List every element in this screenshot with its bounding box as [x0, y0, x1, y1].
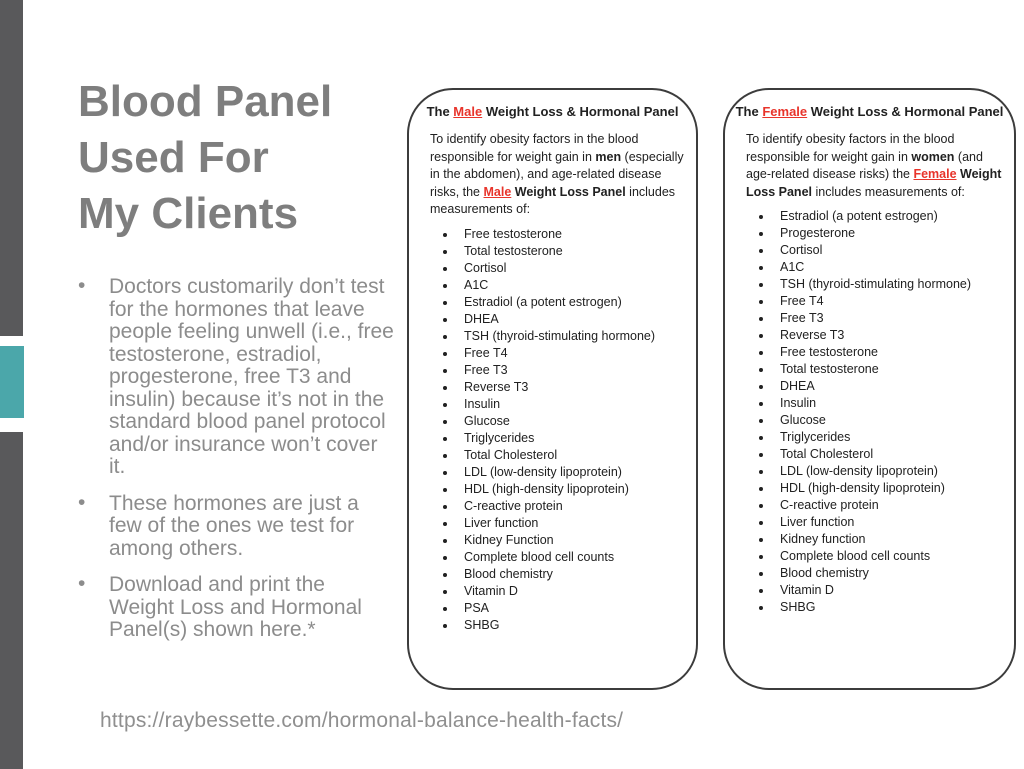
- bullet-item-text: These hormones are just a few of the one…: [109, 491, 359, 560]
- left-accent-bar-top: [0, 0, 23, 336]
- panel-list-item: DHEA: [773, 378, 1008, 395]
- male-panel-card: The Male Weight Loss & Hormonal Panel To…: [407, 88, 698, 690]
- panel-list-item: Reverse T3: [457, 379, 690, 396]
- panel-list-item: Kidney Function: [457, 532, 690, 549]
- text-segment: Female: [913, 167, 957, 182]
- text-segment: includes measurements of:: [812, 184, 965, 199]
- panel-list-item: Vitamin D: [773, 582, 1008, 599]
- panel-list-item: Total testosterone: [457, 243, 690, 260]
- text-segment: includes measurements of:: [430, 184, 676, 217]
- panel-list-item: Estradiol (a potent estrogen): [773, 208, 1008, 225]
- bullet-item-text: Doctors customarily don’t test for the h…: [109, 275, 394, 478]
- panel-list-item: SHBG: [457, 617, 690, 634]
- panel-list-item: Complete blood cell counts: [457, 549, 690, 566]
- panel-list-item: PSA: [457, 600, 690, 617]
- panel-list-item: Free testosterone: [773, 344, 1008, 361]
- text-segment: women: [911, 149, 955, 164]
- panel-list-item: Free T4: [773, 293, 1008, 310]
- panel-list-item: Total Cholesterol: [773, 446, 1008, 463]
- panel-list-item: Total Cholesterol: [457, 447, 690, 464]
- text-segment: (especially in the abdomen), and age-rel…: [430, 149, 684, 199]
- panel-list-item: Triglycerides: [457, 430, 690, 447]
- bullet-list: Doctors customarily don’t test for the h…: [76, 275, 394, 656]
- panel-list-item: Glucose: [457, 413, 690, 430]
- panel-list-item: SHBG: [773, 599, 1008, 616]
- female-panel-intro: To identify obesity factors in the blood…: [746, 131, 1006, 201]
- panel-list-item: Complete blood cell counts: [773, 548, 1008, 565]
- bullet-item-1: Doctors customarily don’t test for the h…: [76, 275, 394, 479]
- page-title-line-3: My Clients: [78, 189, 299, 238]
- panel-list-item: A1C: [457, 277, 690, 294]
- panel-list-item: Estradiol (a potent estrogen): [457, 294, 690, 311]
- text-segment: Female: [762, 104, 808, 119]
- panel-list-item: TSH (thyroid-stimulating hormone): [457, 328, 690, 345]
- female-panel-card: The Female Weight Loss & Hormonal Panel …: [723, 88, 1016, 690]
- left-accent-bar-teal: [0, 346, 24, 418]
- text-segment: Weight Loss Panel: [514, 184, 626, 199]
- panel-list-item: Cortisol: [457, 260, 690, 277]
- page-title-line-2: Used For: [78, 133, 269, 182]
- panel-list-item: TSH (thyroid-stimulating hormone): [773, 276, 1008, 293]
- text-segment: The: [426, 104, 454, 119]
- panel-list-item: LDL (low-density lipoprotein): [773, 463, 1008, 480]
- text-segment: (and age-related disease risks) the: [746, 149, 983, 182]
- panel-list-item: Progesterone: [773, 225, 1008, 242]
- panel-list-item: Triglycerides: [773, 429, 1008, 446]
- text-segment: Weight Loss Panel: [746, 167, 1002, 199]
- panel-list-item: Free testosterone: [457, 226, 690, 243]
- panel-list-item: Reverse T3: [773, 327, 1008, 344]
- text-segment: Male: [453, 104, 483, 119]
- male-panel-list: Free testosteroneTotal testosteroneCorti…: [409, 226, 690, 634]
- text-segment: men: [595, 149, 622, 164]
- panel-list-item: Free T3: [773, 310, 1008, 327]
- text-segment: Weight Loss & Hormonal Panel: [482, 104, 679, 119]
- text-segment: To identify obesity factors in the blood…: [746, 132, 955, 164]
- panel-list-item: Total testosterone: [773, 361, 1008, 378]
- female-panel-title: The Female Weight Loss & Hormonal Panel: [735, 104, 1004, 119]
- panel-list-item: A1C: [773, 259, 1008, 276]
- male-panel-title: The Male Weight Loss & Hormonal Panel: [419, 104, 686, 119]
- panel-list-item: Blood chemistry: [457, 566, 690, 583]
- bullet-item-2: These hormones are just a few of the one…: [76, 491, 394, 561]
- panel-list-item: LDL (low-density lipoprotein): [457, 464, 690, 481]
- text-segment: To identify obesity factors in the blood…: [430, 132, 639, 164]
- left-accent-bar-bottom: [0, 432, 23, 769]
- panel-list-item: HDL (high-density lipoprotein): [773, 480, 1008, 497]
- bullet-item-3: Download and print the Weight Loss and H…: [76, 573, 394, 642]
- panel-list-item: Blood chemistry: [773, 565, 1008, 582]
- panel-list-item: C-reactive protein: [773, 497, 1008, 514]
- source-url: https://raybessette.com/hormonal-balance…: [100, 709, 624, 732]
- panel-list-item: Kidney function: [773, 531, 1008, 548]
- panel-list-item: Cortisol: [773, 242, 1008, 259]
- page-title: Blood Panel Used For My Clients: [78, 74, 408, 242]
- panel-list-item: Free T4: [457, 345, 690, 362]
- bullet-item-text: Download and print the Weight Loss and H…: [109, 573, 362, 641]
- panel-list-item: Liver function: [773, 514, 1008, 531]
- female-panel-list: Estradiol (a potent estrogen)Progesteron…: [725, 208, 1008, 616]
- panel-list-item: Insulin: [773, 395, 1008, 412]
- panel-list-item: Free T3: [457, 362, 690, 379]
- panel-list-item: Liver function: [457, 515, 690, 532]
- panel-list-item: C-reactive protein: [457, 498, 690, 515]
- text-segment: The: [735, 104, 763, 119]
- panel-list-item: Vitamin D: [457, 583, 690, 600]
- panel-list-item: DHEA: [457, 311, 690, 328]
- text-segment: Weight Loss & Hormonal Panel: [807, 104, 1004, 119]
- panel-list-item: HDL (high-density lipoprotein): [457, 481, 690, 498]
- text-segment: Male: [483, 184, 512, 199]
- panel-list-item: Glucose: [773, 412, 1008, 429]
- male-panel-intro: To identify obesity factors in the blood…: [430, 131, 688, 219]
- page-title-line-1: Blood Panel: [78, 77, 333, 126]
- panel-list-item: Insulin: [457, 396, 690, 413]
